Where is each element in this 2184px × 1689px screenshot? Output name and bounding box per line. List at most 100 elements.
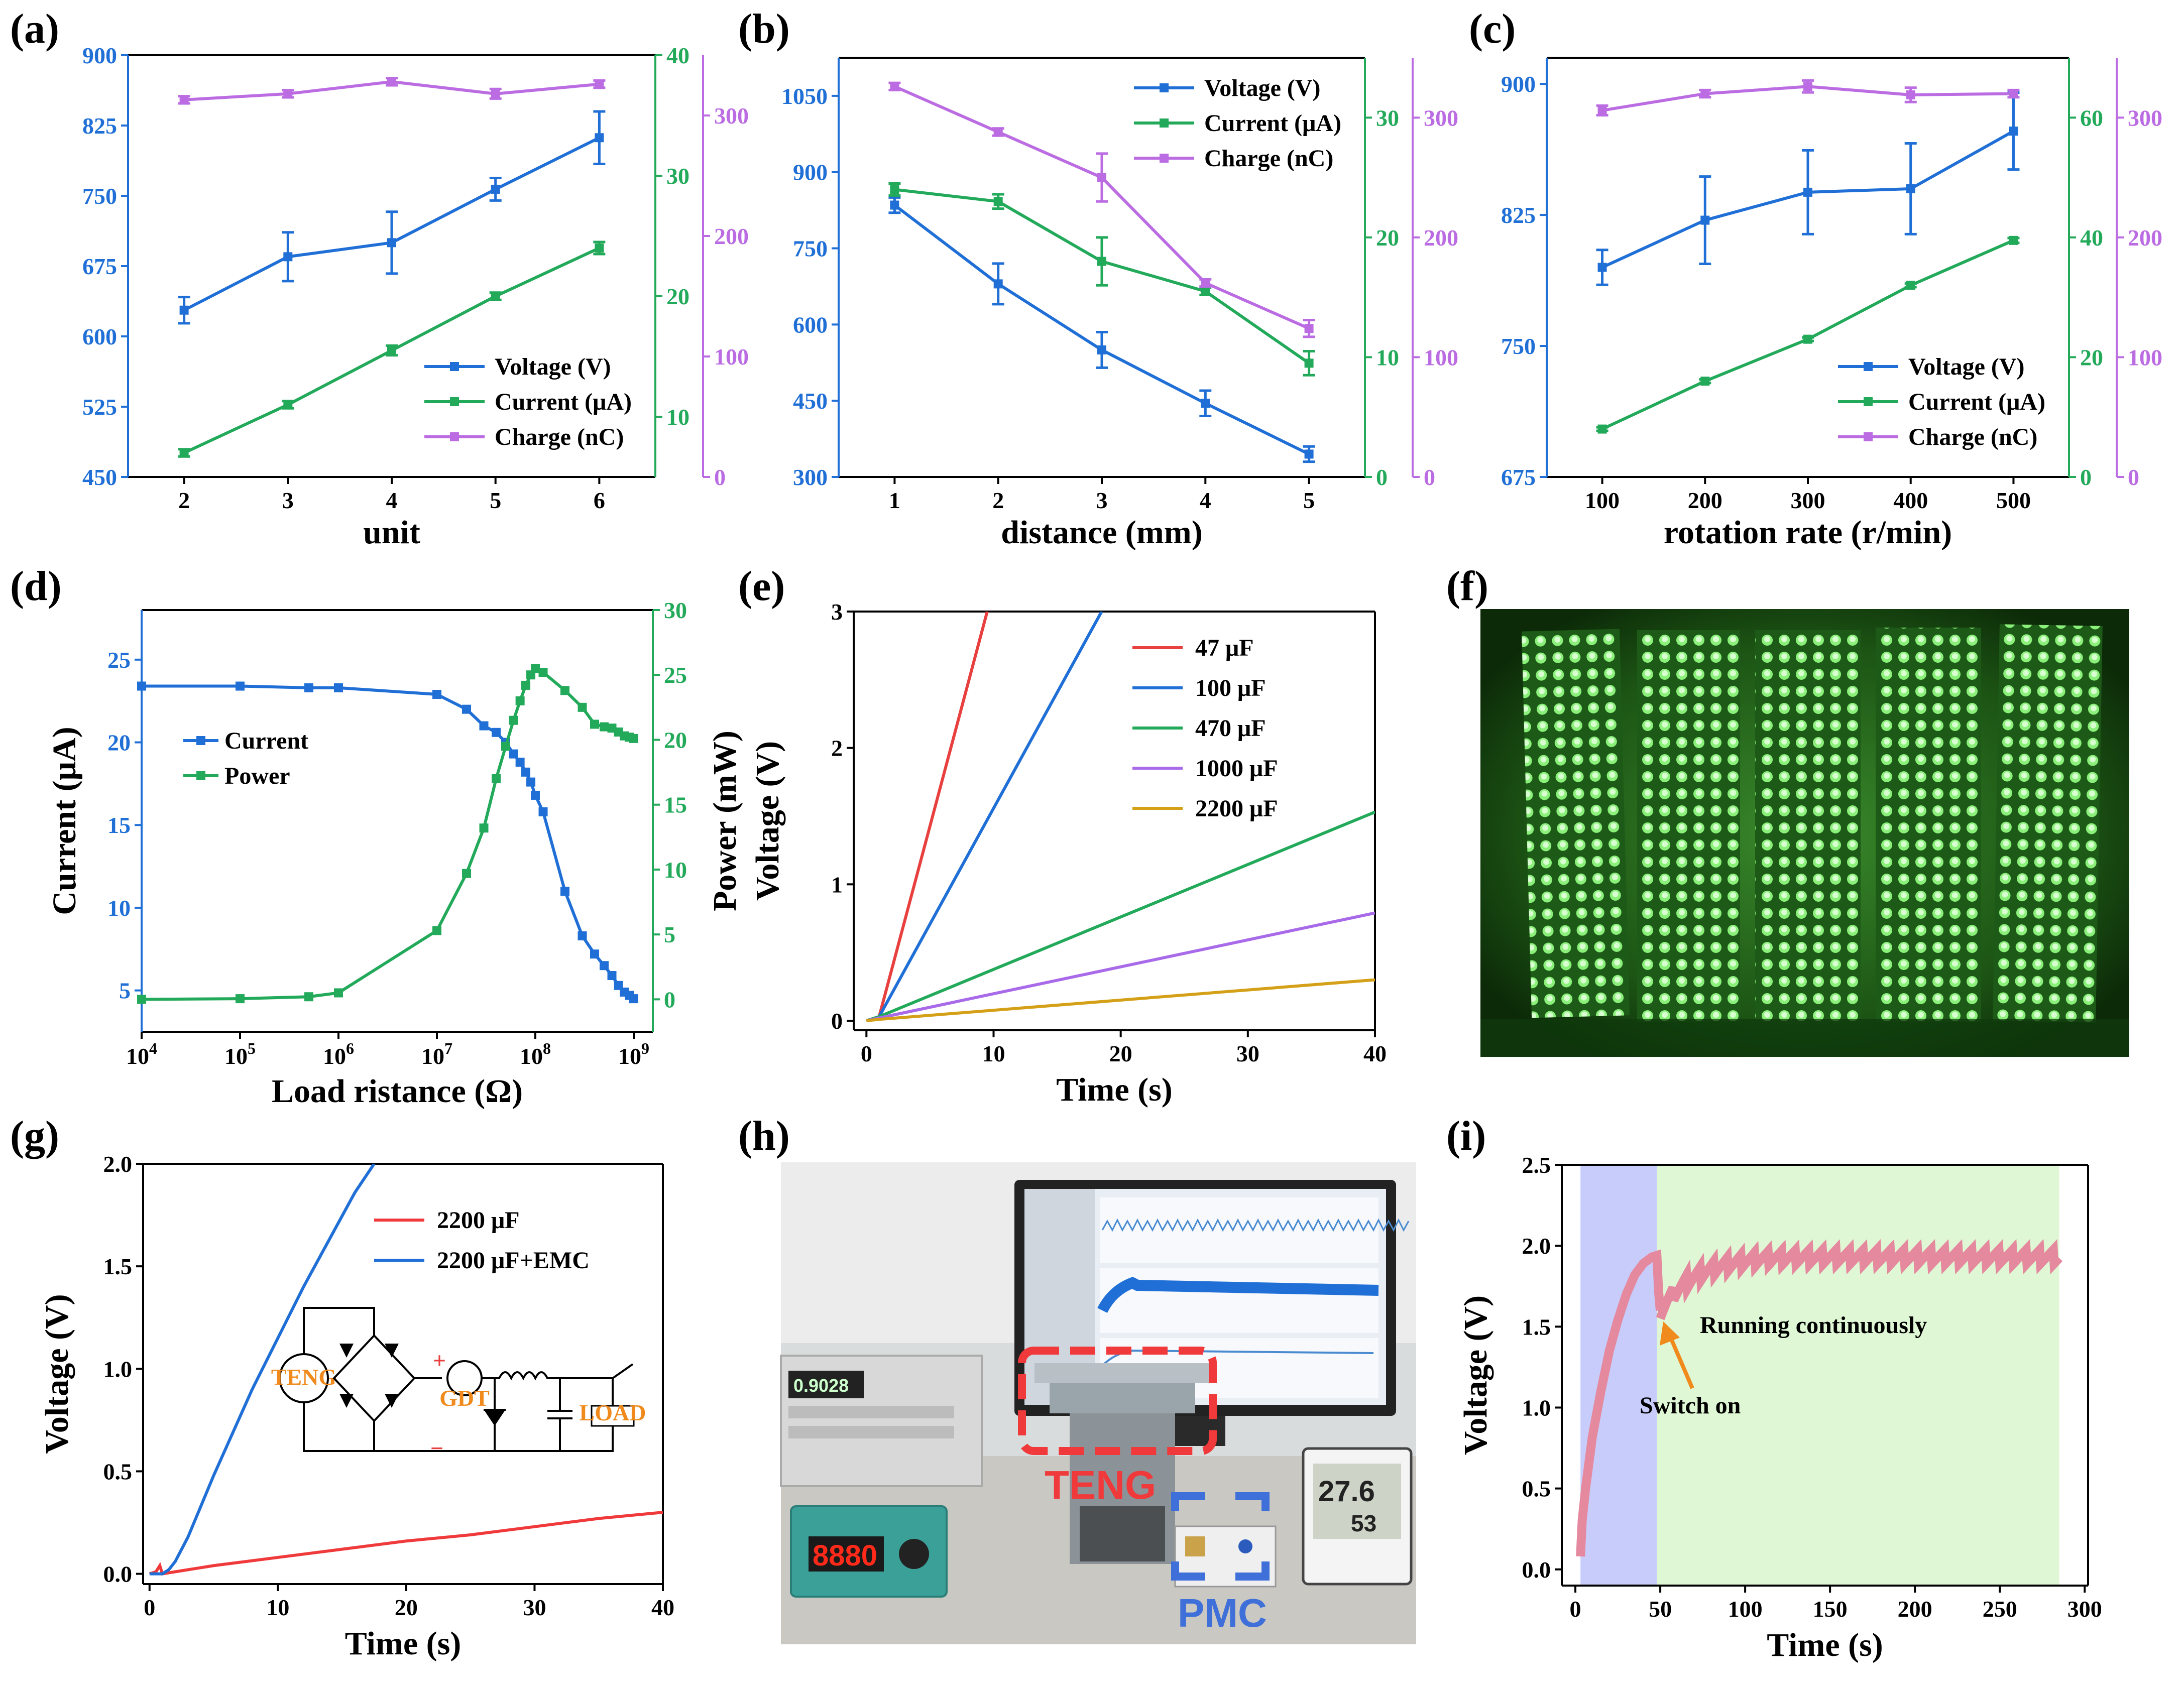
data-point [1597, 424, 1607, 434]
outer-tick-label: 300 [714, 103, 749, 129]
left-tick-label: 1050 [781, 83, 828, 109]
y-tick-label: 1 [831, 872, 843, 897]
diode-icon [339, 1394, 354, 1408]
legend-marker [1160, 118, 1169, 128]
y-axis-title: Voltage (V) [1457, 1295, 1494, 1455]
annotation-arrowhead [1660, 1321, 1680, 1346]
panel-g-label: (g) [10, 1113, 59, 1159]
data-point [283, 400, 293, 409]
x-tick-label: 10 [266, 1595, 289, 1620]
right-tick-label: 0 [1376, 464, 1388, 490]
x-tick-label: 150 [1813, 1596, 1848, 1622]
legend-label: 470 μF [1195, 715, 1266, 742]
series-line [866, 978, 1375, 1022]
teng-symbol-label: TENG [271, 1364, 336, 1390]
x-tick-label: 300 [2067, 1596, 2102, 1622]
left-tick-label: 900 [82, 43, 117, 68]
x-tick-exponent: 8 [543, 1039, 551, 1057]
data-point [629, 994, 638, 1004]
data-point [521, 767, 531, 777]
data-point [2009, 89, 2018, 98]
legend-label: 1000 μF [1195, 755, 1278, 782]
outer-tick-label: 100 [2128, 344, 2162, 370]
x-tick-label: 400 [1893, 488, 1928, 513]
circuit-wire [303, 1307, 334, 1354]
y-tick-label: 0.5 [1522, 1476, 1551, 1502]
meter-display: 0.9028 [793, 1375, 849, 1396]
data-point [501, 742, 510, 751]
gdt-label: GDT [439, 1385, 490, 1411]
x-tick-label: 30 [1236, 1041, 1259, 1066]
data-point [432, 690, 441, 699]
data-point [479, 823, 489, 833]
right-tick-label: 25 [664, 662, 687, 688]
legend-label: Current [224, 728, 308, 754]
data-point [2009, 235, 2018, 245]
left-tick-label: 825 [1501, 202, 1536, 228]
data-point [492, 728, 501, 737]
data-point [578, 931, 587, 940]
circuit-wire [303, 1402, 334, 1452]
diode-icon [385, 1344, 399, 1358]
x-axis-title: Load ristance (Ω) [272, 1073, 523, 1110]
right-tick-label: 30 [664, 597, 687, 623]
x-tick-label: 40 [1363, 1041, 1387, 1066]
y-tick-label: 0.5 [103, 1459, 133, 1484]
data-point [1700, 215, 1710, 225]
pmc-label: PMC [1178, 1591, 1267, 1635]
right-tick-label: 60 [2080, 105, 2103, 131]
data-point [993, 127, 1003, 137]
data-point [1803, 187, 1812, 197]
chart-g: 0 10 20 30 40 0.0 0.5 1.0 1.5 2.0 Time (s) Voltage … [39, 1151, 674, 1662]
outer-tick-label: 200 [2128, 225, 2162, 251]
data-point [560, 686, 570, 695]
x-axis-title: unit [363, 514, 420, 551]
x-tick-label: 108 [520, 1039, 551, 1069]
data-point [629, 734, 638, 743]
series-line [142, 684, 635, 1000]
load-label: LOAD [580, 1400, 646, 1425]
data-point [1304, 449, 1314, 459]
x-tick-label: 250 [1983, 1596, 2017, 1622]
x-tick-exponent: 4 [149, 1039, 157, 1057]
chart-i: 0 50 100 150 200 250 300 0.0 0.5 1.0 1.5 2.0 2.5 Time… [1457, 1152, 2102, 1663]
legend-label: Power [224, 763, 290, 789]
left-tick-label: 900 [1501, 71, 1536, 97]
circuit-wire [334, 1421, 375, 1452]
right-tick-label: 5 [664, 922, 675, 947]
legend-label: 47 μF [1195, 635, 1254, 661]
data-point [531, 664, 540, 673]
y-axis-title: Voltage (V) [39, 1294, 75, 1454]
data-point [890, 185, 899, 194]
data-point [179, 95, 189, 104]
x-tick-label: 20 [395, 1595, 418, 1620]
series-line [1576, 1249, 1665, 1557]
experiment-setup-photo: 0.9028 8880 27.6 53 TENG PMC [780, 1162, 1416, 1644]
data-point [599, 722, 609, 732]
data-point [578, 702, 587, 712]
legend-label: 2200 μF [1195, 795, 1278, 822]
left-tick-label: 10 [107, 895, 131, 921]
outer-tick-label: 200 [714, 223, 749, 249]
data-point [492, 774, 501, 783]
x-tick-label: 2 [992, 488, 1004, 513]
x-tick-label: 3 [1096, 488, 1108, 513]
teng-label: TENG [1045, 1463, 1156, 1507]
legend-marker [1864, 397, 1873, 406]
data-point [137, 681, 146, 691]
y-tick-label: 2.0 [103, 1151, 133, 1177]
x-tick-label: 6 [594, 488, 605, 513]
panel-d-label: (d) [10, 563, 62, 610]
y-tick-label: 0.0 [1522, 1557, 1551, 1583]
left-tick-label: 15 [107, 812, 131, 838]
data-point [595, 244, 604, 253]
data-point [560, 887, 570, 896]
data-point [236, 994, 245, 1004]
left-tick-label: 450 [793, 388, 828, 414]
legend-label: Current (μA) [1908, 389, 2045, 415]
data-point [1097, 173, 1106, 182]
x-tick-label: 5 [490, 488, 501, 513]
x-tick-label: 30 [523, 1595, 546, 1620]
